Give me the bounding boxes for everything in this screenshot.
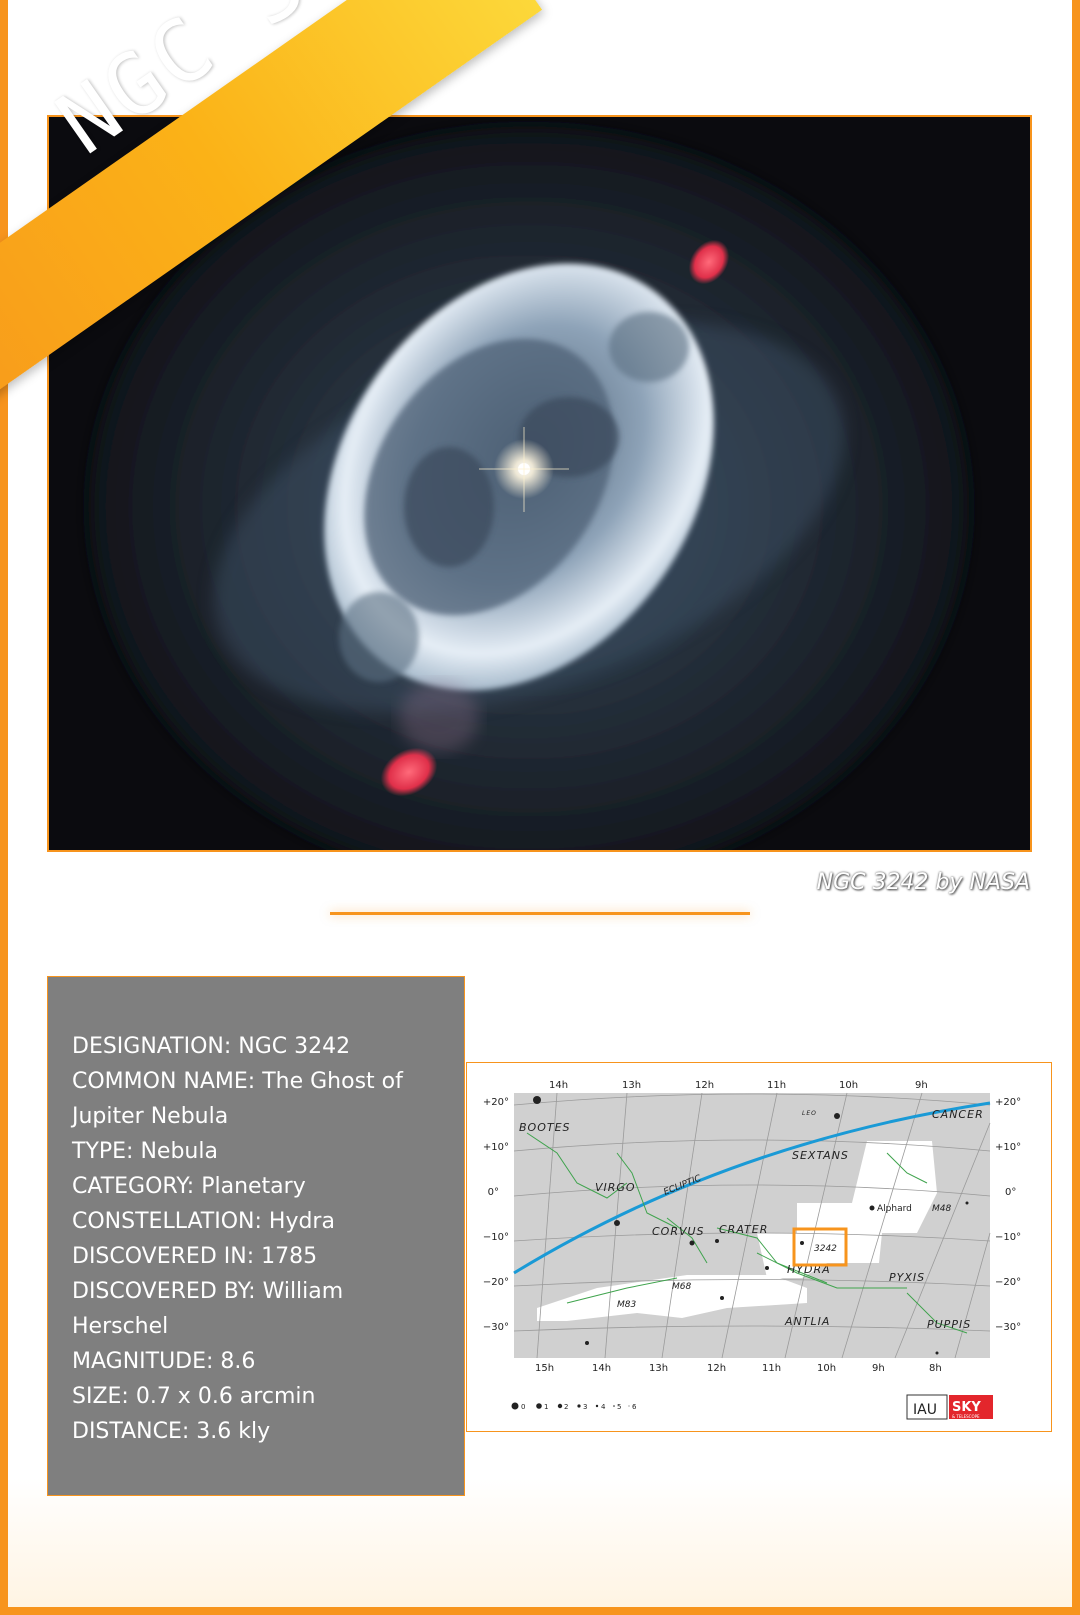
info-discovered-by: DISCOVERED BY: William Herschel <box>72 1279 344 1339</box>
svg-text:10h: 10h <box>817 1363 836 1374</box>
svg-text:+20°: +20° <box>483 1097 509 1108</box>
ra-bottom-labels: 15h 14h 13h 12h 11h 10h 9h 8h <box>535 1363 942 1374</box>
svg-text:M68: M68 <box>672 1282 691 1292</box>
svg-text:14h: 14h <box>592 1363 611 1374</box>
svg-text:−30°: −30° <box>483 1322 509 1333</box>
info-constellation: CONSTELLATION: Hydra <box>72 1209 335 1234</box>
target-highlight-box <box>792 1227 848 1267</box>
svg-text:LEO: LEO <box>802 1110 817 1117</box>
svg-text:SEXTANS: SEXTANS <box>792 1149 849 1162</box>
svg-text:M83: M83 <box>617 1300 636 1310</box>
svg-text:−10°: −10° <box>995 1232 1021 1243</box>
svg-text:0°: 0° <box>1005 1187 1016 1198</box>
svg-text:+10°: +10° <box>483 1142 509 1153</box>
iau-logo: IAU <box>906 1394 948 1420</box>
star-map-chart: 14h 13h 12h 11h 10h 9h 15h 14h 13h 12h 1… <box>483 1080 1021 1420</box>
svg-text:−20°: −20° <box>995 1277 1021 1288</box>
svg-text:13h: 13h <box>622 1080 641 1091</box>
dec-left-labels: +20° +10° 0° −10° −20° −30° <box>483 1097 509 1333</box>
info-panel: DESIGNATION: NGC 3242 COMMON NAME: The G… <box>47 976 465 1496</box>
object-labels: Alphard M48 M68 M83 3242 <box>617 1204 951 1310</box>
svg-text:13h: 13h <box>649 1363 668 1374</box>
svg-text:6: 6 <box>632 1403 637 1411</box>
svg-text:9h: 9h <box>915 1080 928 1091</box>
svg-text:CRATER: CRATER <box>719 1223 768 1236</box>
ra-top-labels: 14h 13h 12h 11h 10h 9h <box>549 1080 928 1091</box>
map-grid <box>513 1092 991 1359</box>
info-discovered-in: DISCOVERED IN: 1785 <box>72 1244 318 1269</box>
nebula-photo <box>47 115 1032 852</box>
svg-text:M48: M48 <box>932 1204 951 1214</box>
svg-text:BOOTES: BOOTES <box>519 1121 571 1134</box>
map-stars <box>533 1096 969 1355</box>
svg-text:−30°: −30° <box>995 1322 1021 1333</box>
section-divider <box>330 912 750 915</box>
dec-right-labels: +20° +10° 0° −10° −20° −30° <box>995 1097 1021 1333</box>
magnitude-scale: 0 1 2 3 4 5 6 <box>511 1402 637 1411</box>
svg-text:4: 4 <box>601 1403 606 1411</box>
info-common-name: COMMON NAME: The Ghost of Jupiter Nebula <box>72 1069 403 1129</box>
svg-text:−20°: −20° <box>483 1277 509 1288</box>
svg-text:IAU: IAU <box>913 1402 937 1418</box>
info-designation: DESIGNATION: NGC 3242 <box>72 1034 351 1059</box>
star-map: 14h 13h 12h 11h 10h 9h 15h 14h 13h 12h 1… <box>466 1062 1052 1432</box>
svg-text:+10°: +10° <box>995 1142 1021 1153</box>
info-size: SIZE: 0.7 x 0.6 arcmin <box>72 1384 316 1409</box>
svg-text:PYXIS: PYXIS <box>889 1271 925 1284</box>
ecliptic-line <box>513 1101 991 1275</box>
sky-telescope-logo: SKY & TELESCOPE <box>949 1395 993 1419</box>
info-category: CATEGORY: Planetary <box>72 1174 306 1199</box>
svg-text:10h: 10h <box>839 1080 858 1091</box>
svg-text:5: 5 <box>617 1403 621 1411</box>
info-magnitude: MAGNITUDE: 8.6 <box>72 1349 256 1374</box>
info-distance: DISTANCE: 3.6 kly <box>72 1419 271 1444</box>
svg-text:ANTLIA: ANTLIA <box>784 1315 830 1328</box>
svg-text:2: 2 <box>564 1403 568 1411</box>
svg-text:VIRGO: VIRGO <box>595 1181 636 1194</box>
svg-text:PUPPIS: PUPPIS <box>927 1318 971 1331</box>
svg-text:0°: 0° <box>488 1187 499 1198</box>
svg-text:12h: 12h <box>695 1080 714 1091</box>
svg-text:CANCER: CANCER <box>932 1108 984 1121</box>
svg-text:3242: 3242 <box>814 1244 837 1254</box>
svg-text:& TELESCOPE: & TELESCOPE <box>952 1414 980 1419</box>
svg-text:15h: 15h <box>535 1363 554 1374</box>
svg-text:0: 0 <box>521 1403 525 1411</box>
svg-text:1: 1 <box>544 1403 548 1411</box>
info-type: TYPE: Nebula <box>72 1139 218 1164</box>
photo-credit: NGC 3242 by NASA <box>816 870 1030 895</box>
svg-text:+20°: +20° <box>995 1097 1021 1108</box>
svg-text:14h: 14h <box>549 1080 568 1091</box>
svg-text:9h: 9h <box>872 1363 885 1374</box>
svg-text:11h: 11h <box>767 1080 786 1091</box>
constellation-lines <box>526 1132 968 1334</box>
svg-text:−10°: −10° <box>483 1232 509 1243</box>
svg-text:11h: 11h <box>762 1363 781 1374</box>
svg-text:CORVUS: CORVUS <box>652 1225 705 1238</box>
svg-text:12h: 12h <box>707 1363 726 1374</box>
svg-text:SKY: SKY <box>952 1400 981 1415</box>
nebula-image <box>49 117 1030 850</box>
svg-text:8h: 8h <box>929 1363 942 1374</box>
svg-text:Alphard: Alphard <box>877 1204 912 1214</box>
svg-text:3: 3 <box>583 1403 587 1411</box>
hydra-tail-region <box>537 1275 807 1321</box>
